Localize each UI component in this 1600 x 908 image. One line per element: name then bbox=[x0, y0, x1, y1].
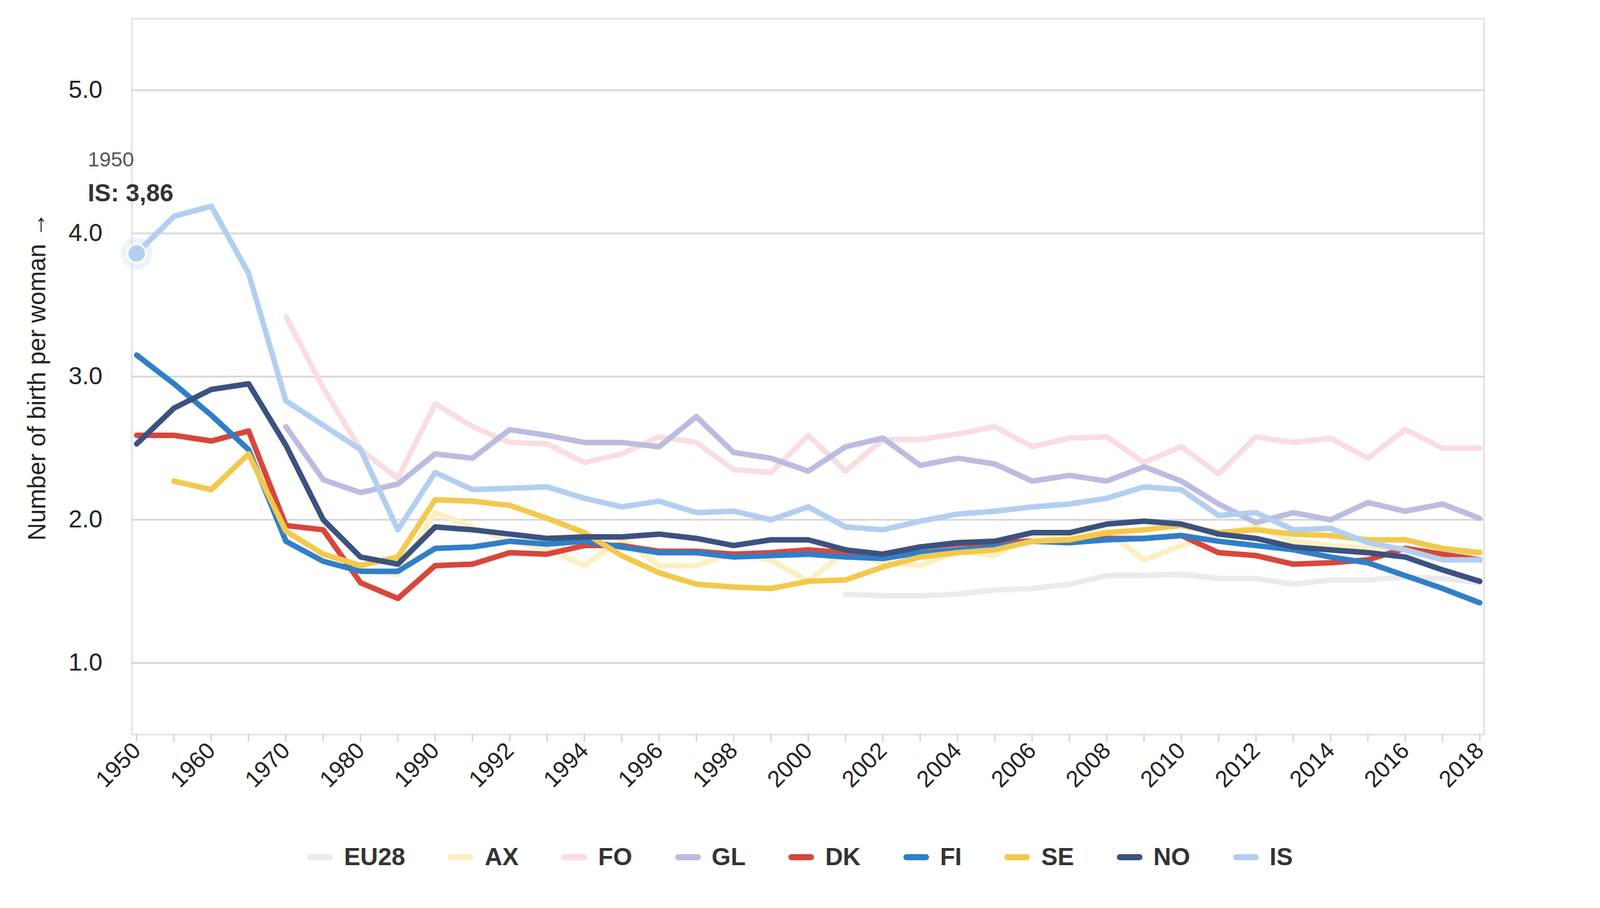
svg-text:2004: 2004 bbox=[911, 737, 966, 792]
svg-text:3.0: 3.0 bbox=[68, 362, 103, 389]
svg-text:1970: 1970 bbox=[239, 737, 295, 792]
svg-text:4.0: 4.0 bbox=[68, 218, 103, 246]
svg-text:1980: 1980 bbox=[314, 737, 369, 792]
svg-text:2014: 2014 bbox=[1284, 737, 1339, 792]
svg-text:1950: 1950 bbox=[88, 147, 135, 171]
html-text:FI: FI bbox=[940, 842, 962, 870]
svg-text:1960: 1960 bbox=[165, 737, 220, 792]
svg-text:2016: 2016 bbox=[1359, 737, 1414, 792]
html-text:EU28: EU28 bbox=[343, 842, 406, 870]
html-text:DK: DK bbox=[825, 842, 861, 870]
svg-text:Number of birth per woman →: Number of birth per woman → bbox=[23, 212, 51, 541]
svg-text:2000: 2000 bbox=[762, 737, 817, 792]
svg-text:1950: 1950 bbox=[90, 737, 145, 792]
svg-text:1990: 1990 bbox=[388, 737, 444, 792]
html-text:IS: IS bbox=[1269, 842, 1293, 870]
svg-text:1992: 1992 bbox=[463, 737, 519, 792]
svg-text:IS: 3,86: IS: 3,86 bbox=[88, 179, 174, 207]
svg-text:2002: 2002 bbox=[836, 737, 892, 792]
svg-text:1994: 1994 bbox=[538, 737, 593, 792]
svg-text:2010: 2010 bbox=[1135, 737, 1190, 792]
html-text:SE: SE bbox=[1041, 842, 1074, 870]
svg-text:2006: 2006 bbox=[985, 737, 1041, 792]
html-text:FO: FO bbox=[598, 842, 633, 870]
svg-text:1996: 1996 bbox=[612, 737, 668, 792]
html-text:GL: GL bbox=[711, 842, 746, 870]
svg-text:2008: 2008 bbox=[1060, 737, 1115, 792]
svg-text:2.0: 2.0 bbox=[68, 505, 103, 533]
svg-text:1998: 1998 bbox=[687, 737, 742, 792]
html-text:AX: AX bbox=[484, 842, 519, 870]
html-text:NO: NO bbox=[1153, 842, 1191, 870]
svg-text:2012: 2012 bbox=[1209, 737, 1265, 792]
svg-text:2018: 2018 bbox=[1433, 737, 1489, 792]
svg-text:5.0: 5.0 bbox=[68, 75, 103, 103]
svg-text:1.0: 1.0 bbox=[68, 648, 103, 676]
